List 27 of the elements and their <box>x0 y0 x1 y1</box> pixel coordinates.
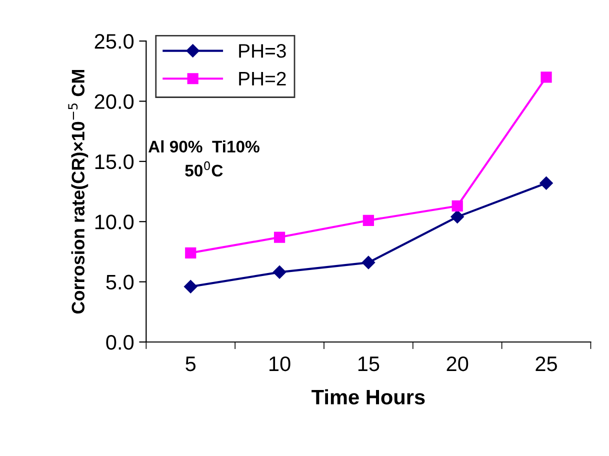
point <box>450 210 464 224</box>
point <box>184 280 198 294</box>
y-tick-label: 25.0 <box>94 34 134 49</box>
x-tick-label: 10 <box>270 356 290 372</box>
y-axis-title: Corrosion rate(CR)×10$^{−5}$ CM <box>68 70 88 314</box>
legend-label: PH=2 <box>239 72 286 86</box>
x-tick-label: 25 <box>536 356 557 372</box>
point <box>540 72 552 83</box>
x-tick-label: 20 <box>446 356 468 372</box>
y-tick-label: 5.0 <box>106 274 134 290</box>
point <box>272 266 286 279</box>
x-tick-label: 5 <box>186 356 196 372</box>
annotation: 50$^{0}$C <box>185 161 223 177</box>
point <box>185 247 196 258</box>
x-axis-title: Time Hours <box>312 389 425 404</box>
y-tick-label: 10.0 <box>95 214 134 230</box>
point <box>452 200 463 212</box>
annotation: Al 90% Ti10% <box>148 140 260 153</box>
y-tick-label: 0.0 <box>106 335 134 350</box>
x-tick-label: 15 <box>358 356 380 372</box>
legend-label: PH=3 <box>239 44 286 58</box>
point <box>362 256 376 270</box>
point <box>362 214 374 226</box>
y-tick-label: 15.0 <box>95 154 134 170</box>
y-tick-label: 20.0 <box>94 94 134 109</box>
point <box>540 176 553 190</box>
point <box>274 232 286 243</box>
